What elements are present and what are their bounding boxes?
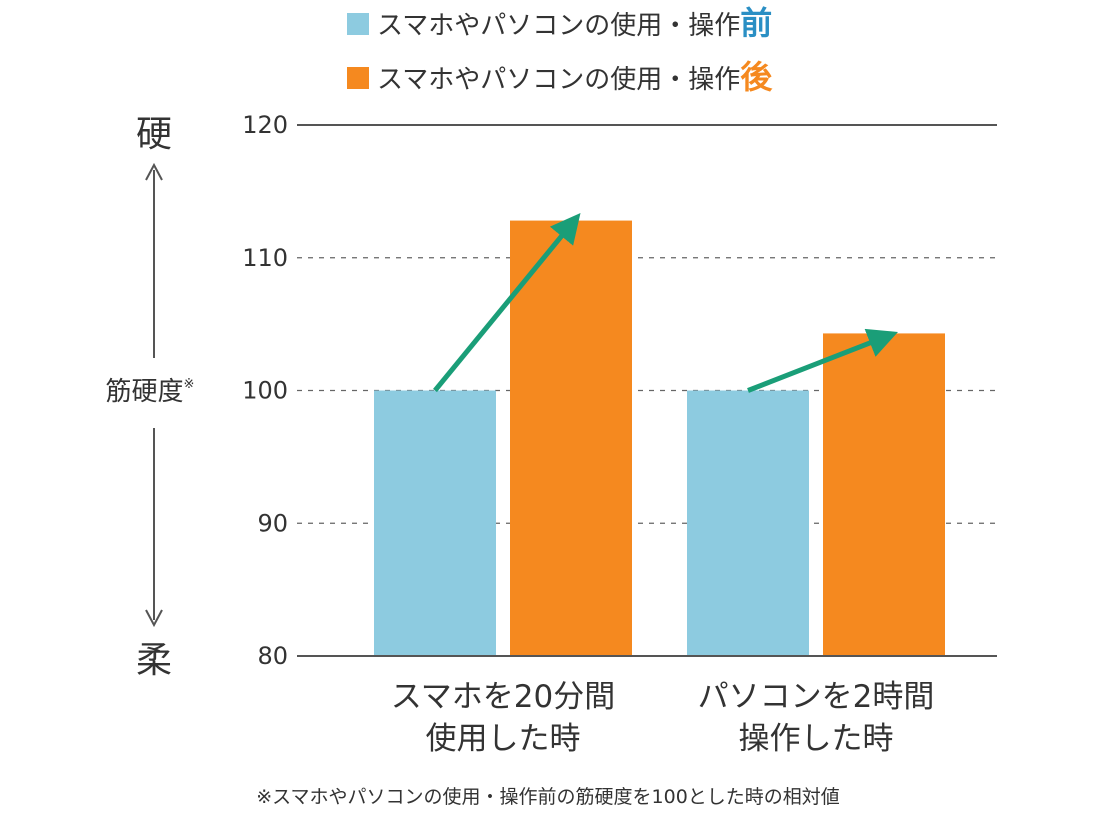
y-tick-labels: 80 90 100 110 120	[242, 111, 288, 670]
bar-after-1	[510, 220, 632, 656]
legend-item-after: スマホやパソコンの使用・操作後	[347, 58, 773, 96]
y-tick-label-100: 100	[242, 377, 288, 405]
legend-label-before-prefix: スマホやパソコンの使用・操作	[377, 11, 740, 41]
y-bottom-word: 柔	[136, 640, 172, 681]
legend-label-after: スマホやパソコンの使用・操作後	[377, 58, 773, 96]
trend-arrow-2	[747, 328, 898, 393]
category-label-1-line-1: スマホを20分間	[391, 679, 616, 715]
y-tick-label-120: 120	[242, 111, 288, 139]
y-axis-arrowhead-up	[145, 162, 163, 181]
bars	[297, 220, 997, 657]
bar-after-2	[823, 333, 945, 656]
footnote: ※スマホやパソコンの使用・操作前の筋硬度を100とした時の相対値	[256, 786, 840, 808]
legend-swatch-before	[347, 13, 369, 35]
bar-before-2	[687, 390, 809, 656]
trend-arrow-1	[433, 212, 581, 393]
legend-label-before-emphasis: 前	[740, 4, 772, 42]
y-axis-title: 筋硬度※	[106, 377, 195, 407]
y-axis-arrowhead-down	[145, 609, 163, 628]
legend-item-before: スマホやパソコンの使用・操作前	[347, 4, 772, 42]
trend-arrows	[433, 212, 898, 393]
legend-label-after-emphasis: 後	[740, 58, 773, 96]
category-label-1-line-2: 使用した時	[426, 721, 581, 757]
y-tick-label-80: 80	[257, 642, 288, 670]
y-axis-indicator: 硬 筋硬度※ 柔	[106, 114, 195, 681]
category-label-2-line-2: 操作した時	[739, 721, 894, 757]
legend-swatch-after	[347, 67, 369, 89]
y-axis-title-text: 筋硬度	[106, 377, 184, 407]
y-tick-label-90: 90	[257, 509, 288, 537]
y-top-word: 硬	[136, 114, 172, 155]
legend-label-after-prefix: スマホやパソコンの使用・操作	[377, 65, 740, 95]
y-axis-title-mark: ※	[184, 377, 195, 392]
legend-label-before: スマホやパソコンの使用・操作前	[377, 4, 772, 42]
bar-before-1	[374, 390, 496, 656]
category-label-2-line-1: パソコンを2時間	[698, 679, 935, 715]
legend: スマホやパソコンの使用・操作前 スマホやパソコンの使用・操作後	[347, 4, 773, 96]
y-tick-label-110: 110	[242, 244, 288, 272]
